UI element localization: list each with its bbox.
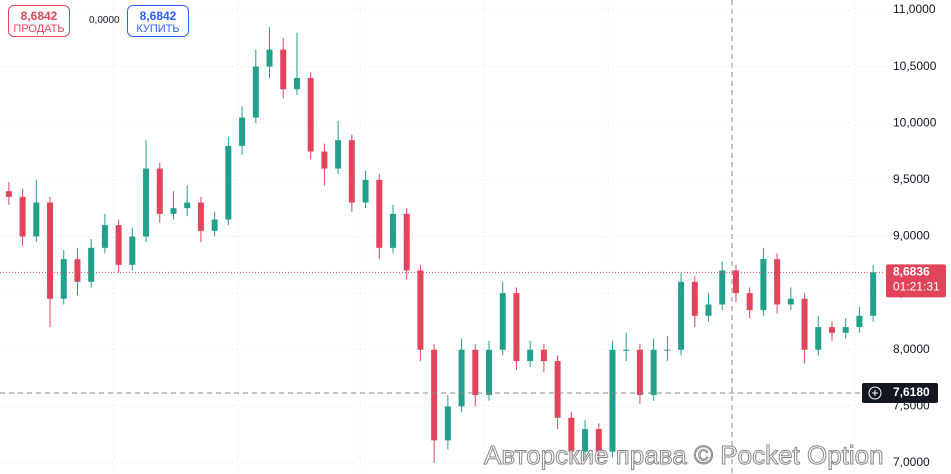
y-tick-label: 11,0000 bbox=[893, 2, 936, 16]
candle-body bbox=[417, 270, 424, 350]
candle-body bbox=[609, 349, 616, 452]
candle-body bbox=[348, 140, 355, 203]
candle-body bbox=[211, 219, 218, 231]
candle-body bbox=[321, 151, 328, 169]
candle-body bbox=[664, 349, 671, 351]
candle-body bbox=[389, 213, 396, 248]
candle-body bbox=[362, 179, 369, 203]
y-tick-label: 7,0000 bbox=[893, 455, 930, 469]
y-tick-label: 10,0000 bbox=[893, 115, 937, 129]
candle-body bbox=[705, 304, 712, 316]
candle-body bbox=[856, 315, 863, 328]
candle-body bbox=[828, 327, 835, 333]
candle-body bbox=[60, 259, 67, 299]
candle-body bbox=[870, 272, 877, 316]
sell-price: 8,6842 bbox=[20, 9, 58, 23]
y-tick-label: 10,5000 bbox=[893, 59, 937, 73]
candle-body bbox=[787, 298, 794, 305]
candle-body bbox=[335, 140, 342, 169]
timer-label: 01:21:31 bbox=[893, 279, 940, 293]
candle-body bbox=[527, 349, 534, 362]
candle-body bbox=[444, 406, 451, 441]
candle-body bbox=[678, 281, 685, 350]
candle-body bbox=[156, 168, 163, 214]
sell-label: ПРОДАТЬ bbox=[13, 23, 65, 35]
candle-body bbox=[691, 281, 698, 316]
candle-body bbox=[143, 168, 150, 237]
candle-body bbox=[636, 349, 643, 396]
candle-body bbox=[170, 208, 177, 214]
candle-body bbox=[499, 293, 506, 350]
candle-body bbox=[431, 349, 438, 441]
candle-body bbox=[623, 349, 630, 351]
candle-body bbox=[472, 349, 479, 396]
candle-body bbox=[376, 179, 383, 248]
candle-body bbox=[774, 259, 781, 305]
candle-body bbox=[129, 236, 136, 265]
sell-button[interactable]: 8,6842 ПРОДАТЬ bbox=[8, 5, 70, 37]
buy-price: 8,6842 bbox=[139, 9, 177, 23]
candle-body bbox=[554, 361, 561, 418]
vertical-grid bbox=[113, 0, 856, 474]
candle-body bbox=[595, 429, 602, 452]
crosshair-tag bbox=[862, 383, 938, 404]
y-tick-label: 8,0000 bbox=[893, 342, 930, 356]
candle-body bbox=[746, 293, 753, 311]
candle-body bbox=[74, 259, 81, 282]
candle-body bbox=[486, 349, 493, 396]
candle-body bbox=[801, 298, 808, 350]
candle-body bbox=[33, 202, 40, 237]
candle-body bbox=[568, 417, 575, 452]
current-price-tag bbox=[886, 264, 946, 298]
candle-body bbox=[197, 202, 204, 231]
candle-body bbox=[252, 66, 259, 118]
crosshair-plus-sign bbox=[872, 390, 878, 397]
crosshair-plus bbox=[868, 386, 882, 400]
candle-body bbox=[540, 349, 547, 362]
candle-body bbox=[280, 49, 287, 90]
candle-body bbox=[719, 270, 726, 305]
candle-body bbox=[513, 293, 520, 362]
candle-body bbox=[225, 145, 232, 220]
candle-body bbox=[293, 77, 300, 90]
candle-body bbox=[266, 49, 273, 67]
buy-button[interactable]: 8,6842 КУПИТЬ bbox=[127, 5, 189, 37]
y-tick-label: 9,0000 bbox=[893, 229, 930, 243]
candle-body bbox=[842, 327, 849, 333]
plot bbox=[0, 9, 885, 464]
candle-body bbox=[184, 202, 191, 209]
candle-body bbox=[582, 429, 589, 452]
candle-body bbox=[650, 349, 657, 396]
candle-body bbox=[115, 225, 122, 265]
candle-body bbox=[47, 202, 54, 299]
candle-body bbox=[239, 117, 246, 146]
candle-body bbox=[403, 213, 410, 271]
candle-body bbox=[815, 327, 822, 350]
crosshair-label: 7,6180 bbox=[893, 385, 930, 399]
current-price-label: 8,6836 bbox=[893, 264, 930, 278]
candle-body bbox=[88, 247, 95, 282]
candle-body bbox=[19, 196, 26, 237]
buy-label: КУПИТЬ bbox=[136, 23, 180, 35]
candle-body bbox=[307, 77, 314, 152]
candle-body bbox=[732, 270, 739, 294]
spread: 0,0000 bbox=[89, 15, 120, 26]
candle-body bbox=[458, 349, 465, 407]
candle-body bbox=[760, 259, 767, 311]
candle-body bbox=[101, 225, 108, 248]
watermark: Авторские права © Pocket Option bbox=[484, 440, 885, 471]
candle-body bbox=[5, 191, 12, 197]
y-tick-label: 9,5000 bbox=[893, 172, 930, 186]
